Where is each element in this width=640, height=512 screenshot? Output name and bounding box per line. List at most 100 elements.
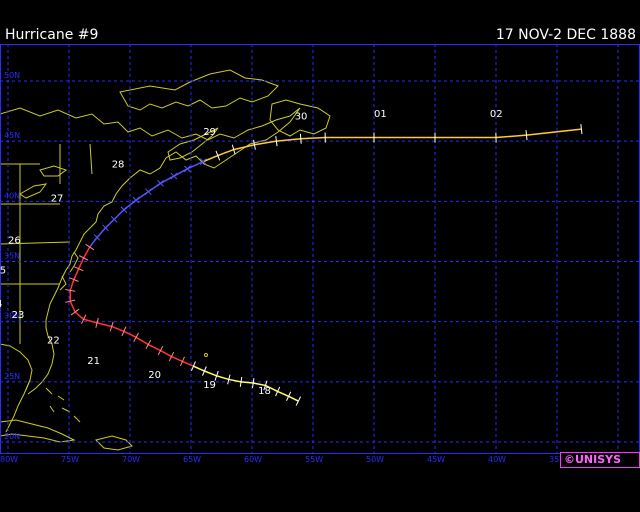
coast-nova-scotia — [167, 127, 219, 161]
track-point — [120, 206, 128, 214]
track-point — [202, 366, 207, 376]
day-label: 29 — [203, 127, 216, 138]
track-point — [80, 314, 87, 324]
track-point — [69, 277, 79, 282]
coast-chesapeake — [59, 251, 79, 291]
track-point — [295, 396, 302, 406]
track-segment — [73, 268, 80, 280]
lat-label: 25N — [4, 372, 20, 381]
track-point — [525, 130, 528, 141]
lat-label: 45N — [4, 131, 20, 140]
track-segment — [526, 128, 582, 136]
track-segment — [253, 382, 266, 387]
coast-hispaniola — [95, 435, 133, 451]
track-segment — [202, 154, 219, 163]
day-label: 26 — [8, 235, 21, 246]
track-point — [580, 124, 583, 135]
track-point — [227, 374, 231, 385]
day-label: 22 — [47, 335, 60, 346]
track-point — [102, 224, 109, 232]
track-point — [183, 165, 191, 173]
track-point — [157, 179, 164, 187]
track-segment — [233, 144, 255, 151]
lat-label: 40N — [4, 191, 20, 200]
track-point — [133, 332, 139, 342]
track-point — [65, 289, 76, 292]
track-point — [251, 378, 255, 389]
track-point — [286, 391, 292, 402]
track-point — [65, 299, 76, 303]
bermuda — [204, 353, 208, 357]
coast-us-east — [27, 177, 131, 395]
track-point — [179, 356, 185, 367]
day-labels: 18 19 20 21 22 23 24 25 26 27 28 29 30 01 02 — [0, 109, 503, 397]
track-segment — [82, 246, 91, 259]
track-point — [73, 266, 84, 272]
lon-label: 80W — [0, 455, 18, 464]
track-segment — [300, 136, 326, 140]
track-point — [132, 196, 140, 204]
track-segment — [495, 134, 527, 139]
storm-title: Hurricane #9 — [5, 27, 99, 43]
track-point — [109, 321, 114, 332]
lon-label: 60W — [244, 455, 262, 464]
track-point — [145, 339, 152, 350]
track-point — [168, 351, 175, 362]
state-borders — [0, 143, 93, 344]
track-segment — [182, 360, 194, 367]
track-segment — [147, 343, 161, 352]
track-segment — [288, 395, 299, 402]
day-label: 01 — [374, 109, 387, 120]
track-point — [199, 158, 207, 165]
track-segment — [160, 349, 172, 358]
track-segment — [254, 140, 277, 146]
track-map: 50N 45N 40N 35N 30N 25N 20N 80W 75W 70W 65W 60W 55W 5… — [0, 44, 640, 468]
date-range: 17 NOV-2 DEC 1888 — [495, 27, 636, 43]
lon-label: 75W — [61, 455, 79, 464]
coast-cuba — [0, 419, 76, 443]
track-point — [252, 139, 256, 150]
track-segment — [111, 325, 125, 332]
track-point — [190, 361, 196, 371]
footer-bar — [0, 468, 640, 512]
lon-label: 40W — [488, 455, 506, 464]
track-segment — [74, 311, 85, 320]
track-point — [275, 136, 278, 147]
track-point — [263, 380, 268, 391]
day-label: 02 — [490, 109, 503, 120]
track-segment — [277, 390, 289, 397]
track-segment — [135, 336, 149, 346]
track-point — [70, 308, 80, 316]
coast-labrador — [119, 69, 279, 111]
track-point — [144, 188, 152, 196]
header-bar: Hurricane #9 17 NOV-2 DEC 1888 — [0, 0, 640, 44]
track-point — [110, 216, 118, 223]
track-segment — [187, 160, 204, 170]
track-point — [215, 150, 221, 161]
track-segment — [228, 378, 242, 383]
lon-label: 35W — [549, 455, 567, 464]
track-point — [239, 376, 243, 387]
credit-text: ©UNISYS — [564, 453, 622, 466]
coast-lake-ontario — [39, 165, 68, 177]
track-segment — [240, 381, 254, 384]
track-segment — [217, 148, 234, 157]
lon-label: 70W — [122, 455, 140, 464]
axis-labels: 50N 45N 40N 35N 30N 25N 20N 80W 75W 70W 65W 60W 55W 5… — [0, 71, 567, 464]
track-point — [214, 370, 219, 381]
track-segment — [171, 355, 183, 363]
track-point — [157, 345, 164, 356]
track-segment — [265, 384, 278, 393]
coastline-layer — [0, 69, 331, 451]
coast-bahamas — [45, 387, 81, 423]
track-segment — [160, 175, 175, 184]
day-label: 21 — [87, 356, 100, 367]
lon-label: 50W — [366, 455, 384, 464]
track-point — [170, 172, 178, 180]
track-segment — [216, 375, 230, 381]
track-point — [121, 326, 127, 337]
day-label: 30 — [295, 112, 308, 123]
day-label: 27 — [51, 193, 64, 204]
coast-florida — [5, 379, 31, 433]
lon-label: 65W — [183, 455, 201, 464]
